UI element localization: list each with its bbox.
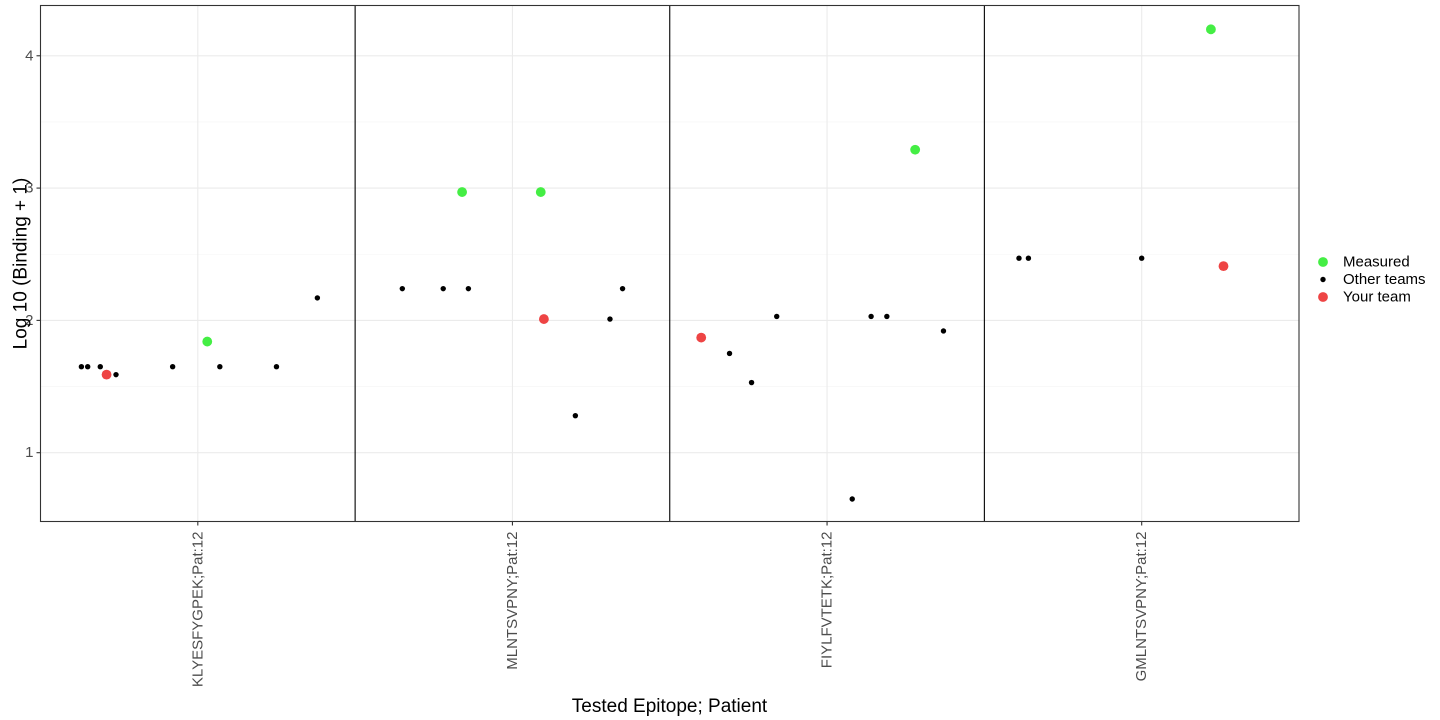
x-axis-title: Tested Epitope; Patient	[572, 696, 768, 717]
legend-key-your-team	[1318, 292, 1328, 302]
data-point-other-teams	[113, 371, 119, 378]
x-axis: KLYESFYGPEK;Pat:12 MLNTSVPNY;Pat:12 FIYLFV…	[189, 521, 1150, 688]
data-point-other-teams	[607, 316, 613, 322]
data-point-your-team	[696, 332, 707, 343]
y-tick-label: 2	[25, 312, 33, 329]
data-point-other-teams	[1138, 255, 1145, 261]
data-point-your-team	[1218, 261, 1229, 272]
data-point-other-teams	[84, 364, 91, 370]
legend-label-your-team: Your team	[1343, 289, 1411, 306]
data-point-measured	[457, 187, 467, 197]
legend-label-other-teams: Other teams	[1343, 271, 1426, 288]
data-point-other-teams	[314, 295, 321, 301]
data-point-other-teams	[97, 364, 103, 370]
data-point-measured	[535, 187, 546, 197]
data-point-measured	[910, 144, 921, 155]
data-point-other-teams	[78, 364, 85, 370]
plot-panel-border	[39, 4, 1300, 523]
y-tick-label: 4	[25, 47, 33, 64]
y-tick-label: 3	[25, 180, 33, 197]
data-point-other-teams	[217, 364, 223, 370]
data-point-other-teams	[940, 328, 947, 334]
data-point-other-teams	[1025, 255, 1032, 261]
data-point-your-team	[539, 314, 549, 324]
x-tick-label: MLNTSVPNY;Pat:12	[504, 532, 521, 670]
data-point-measured	[1206, 24, 1216, 35]
y-axis: 1 2 3 4	[25, 47, 41, 461]
data-point-other-teams	[440, 285, 446, 292]
data-point-other-teams	[465, 285, 472, 292]
data-point-other-teams	[868, 313, 874, 320]
x-tick-label: KLYESFYGPEK;Pat:12	[189, 532, 206, 688]
data-point-other-teams	[884, 313, 890, 320]
data-point-other-teams	[748, 379, 755, 386]
category-separators	[354, 5, 985, 522]
data-point-measured	[202, 336, 213, 347]
data-point-other-teams	[572, 412, 579, 419]
data-point-other-teams	[619, 285, 626, 292]
legend-key-measured	[1318, 257, 1328, 267]
x-tick-label: GMLNTSVPNY;Pat:12	[1133, 532, 1150, 682]
legend-key-other-teams	[1320, 276, 1326, 283]
data-point-other-teams	[399, 285, 406, 292]
x-tick-label: FIYLFVTETK;Pat:12	[819, 532, 836, 669]
data-point-your-team	[101, 369, 112, 380]
y-tick-label: 1	[25, 444, 33, 461]
data-points	[78, 24, 1229, 502]
data-point-other-teams	[774, 313, 780, 320]
y-axis-title: Log 10 (Binding + 1)	[11, 178, 32, 350]
data-point-other-teams	[1016, 255, 1022, 261]
legend-label-measured: Measured	[1343, 254, 1410, 271]
data-point-other-teams	[726, 350, 733, 357]
data-point-other-teams	[273, 364, 280, 370]
data-point-other-teams	[169, 364, 176, 370]
data-point-other-teams	[849, 496, 855, 502]
